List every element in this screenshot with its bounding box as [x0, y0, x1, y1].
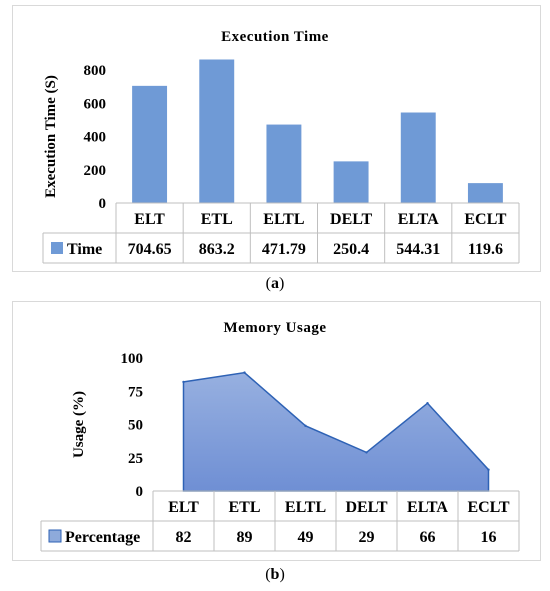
x-tick-label: ELTA — [407, 499, 448, 516]
y-tick-label: 600 — [84, 96, 107, 112]
memory-usage-chart-panel: Memory Usage Usage (%) 0 25 50 75 100 ELT ETL ELT… — [12, 301, 541, 561]
y-tick-label: 800 — [84, 63, 107, 79]
execution-time-chart: Execution Time Execution Time (S) 0 200 400 6… — [42, 29, 520, 264]
x-tick-label: ELTL — [263, 211, 304, 228]
x-tick-label: ECLT — [464, 211, 506, 228]
area-point-eclt — [487, 468, 490, 471]
legend-series-name: Percentage — [65, 529, 140, 546]
area-point-elt — [182, 380, 185, 384]
area-point-delt — [365, 451, 368, 454]
chart-title: Execution Time — [221, 29, 329, 45]
data-label: 29 — [359, 529, 375, 546]
bar-eclt — [467, 183, 503, 203]
bar-eltl — [266, 124, 302, 203]
x-tick-label: ELTA — [398, 211, 439, 228]
x-tick-label: ELT — [134, 211, 165, 228]
data-label: 119.6 — [468, 241, 503, 258]
caption-b: (b) — [265, 566, 285, 583]
x-tick-label: ECLT — [467, 499, 509, 516]
data-label: 66 — [420, 529, 436, 546]
data-label: 471.79 — [262, 241, 306, 258]
y-tick-label: 100 — [121, 351, 144, 367]
data-label: 863.2 — [199, 241, 235, 258]
data-label: 16 — [481, 529, 497, 546]
area-point-eltl — [304, 424, 307, 428]
y-tick-label: 25 — [128, 451, 143, 467]
bar-elta — [400, 112, 436, 203]
caption-a: (a) — [265, 275, 285, 292]
y-tick-label: 400 — [84, 130, 107, 146]
area-point-elta — [426, 402, 429, 405]
bar-delt — [333, 161, 369, 203]
x-tick-label: ELTL — [285, 499, 326, 516]
y-axis-label: Execution Time (S) — [43, 75, 59, 198]
data-label: 704.65 — [128, 241, 172, 258]
memory-usage-chart: Memory Usage Usage (%) 0 25 50 75 100 ELT ETL ELT… — [40, 320, 520, 552]
chart-title: Memory Usage — [223, 320, 326, 336]
area-point-etl — [243, 371, 246, 374]
data-label: 49 — [298, 529, 314, 546]
bar-etl — [199, 59, 235, 204]
data-label: 544.31 — [396, 241, 440, 258]
bar-elt — [132, 85, 168, 203]
x-tick-label: ETL — [201, 211, 233, 228]
legend-series-name: Time — [67, 241, 102, 258]
legend-swatch — [48, 529, 62, 543]
y-tick-label: 0 — [136, 484, 144, 500]
y-tick-label: 0 — [99, 196, 107, 212]
data-label: 250.4 — [333, 241, 369, 258]
data-label: 82 — [176, 529, 192, 546]
data-label: 89 — [237, 529, 253, 546]
x-tick-label: ETL — [228, 499, 260, 516]
y-tick-label: 50 — [128, 418, 143, 434]
x-tick-label: DELT — [345, 499, 387, 516]
y-tick-label: 75 — [128, 384, 143, 400]
legend-swatch — [51, 242, 63, 254]
x-tick-label: DELT — [330, 211, 372, 228]
y-axis-label: Usage (%) — [71, 391, 87, 458]
x-tick-label: ELT — [168, 499, 199, 516]
execution-time-chart-panel: Execution Time Execution Time (S) 0 200 400 6… — [12, 5, 541, 272]
y-tick-label: 200 — [84, 163, 107, 179]
area-percentage — [182, 371, 490, 492]
